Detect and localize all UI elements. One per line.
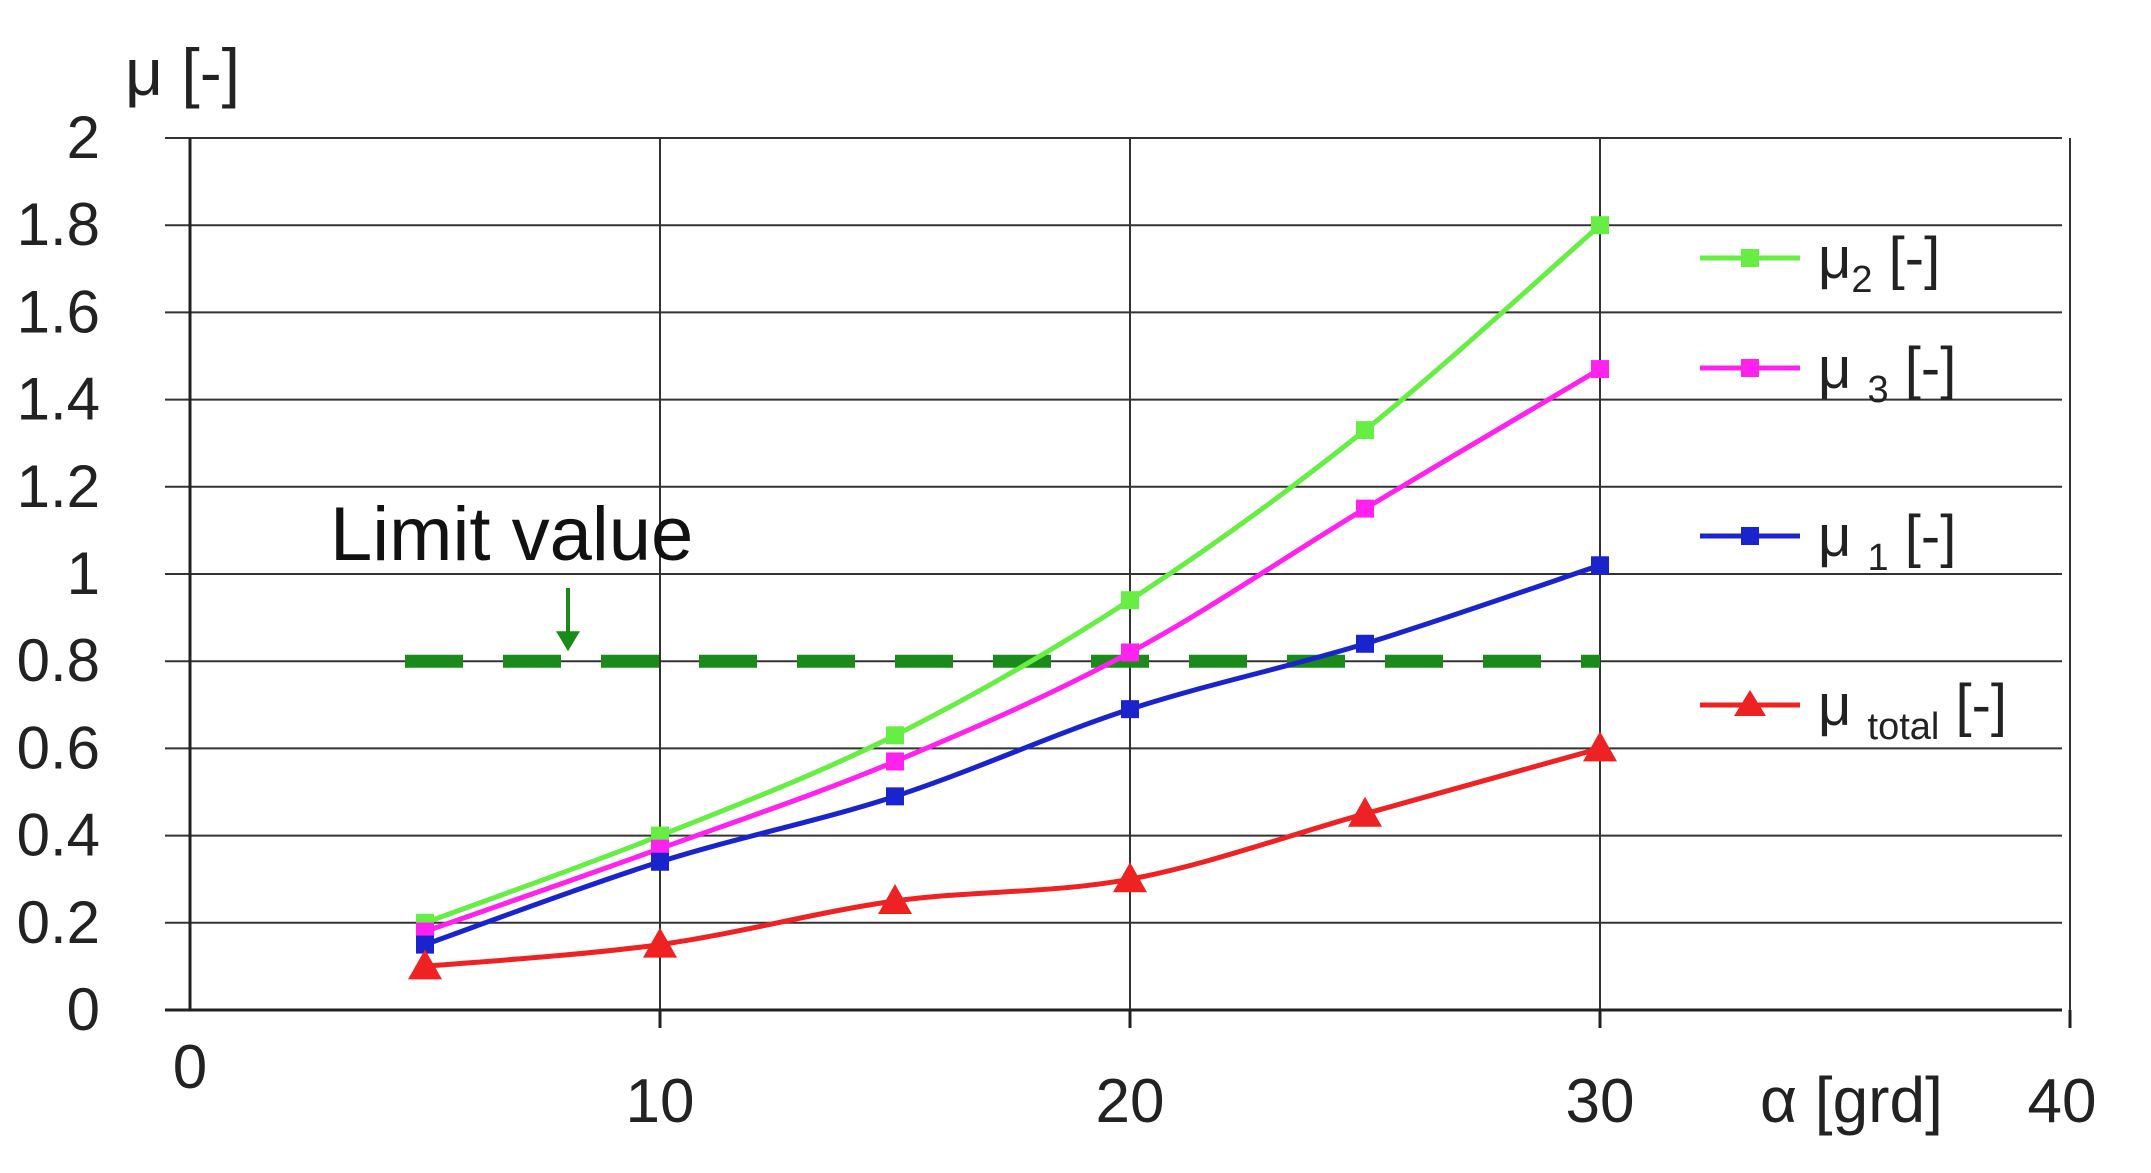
y-axis-label: μ [-] <box>125 35 240 109</box>
data-point <box>1356 421 1374 440</box>
y-tick-label: 1 <box>67 540 100 607</box>
y-tick-label: 0.4 <box>17 802 100 869</box>
y-tick-label: 0.2 <box>17 889 100 956</box>
y-tick-label: 1.2 <box>17 453 100 520</box>
data-point <box>651 852 669 871</box>
y-tick-label: 0.6 <box>17 714 100 781</box>
data-point <box>1121 591 1139 610</box>
y-tick-label: 1.8 <box>17 191 100 258</box>
legend-item: μ 1 [-] <box>1700 504 1956 579</box>
data-point <box>1121 700 1139 719</box>
data-point <box>1113 862 1147 893</box>
data-point <box>1356 499 1374 518</box>
x-tick-label: 40 <box>2028 1067 2097 1136</box>
x-tick-label: 20 <box>1096 1067 1165 1136</box>
data-point <box>1121 643 1139 662</box>
x-axis-label: α [grd] <box>1760 1064 1943 1136</box>
y-tick-label: 1.4 <box>17 366 100 433</box>
y-tick-label: 0.8 <box>17 627 100 694</box>
legend-marker <box>1734 690 1766 716</box>
data-point <box>878 884 912 914</box>
legend-item: μ 3 [-] <box>1700 336 1956 411</box>
data-point <box>1348 796 1382 827</box>
x-tick-label: 10 <box>626 1067 695 1136</box>
legend-marker <box>1741 359 1759 377</box>
legend-item: μ total [-] <box>1700 673 2007 748</box>
data-point <box>1591 216 1609 235</box>
data-point <box>1583 731 1617 762</box>
legend: μ2 [-] μ 3 [-] μ 1 [-] μ total [-] <box>1700 226 2007 748</box>
legend-label: μ 1 [-] <box>1818 504 1956 579</box>
data-point <box>643 927 677 958</box>
limit-arrow-head <box>556 631 580 652</box>
data-point <box>1591 360 1609 379</box>
series-line-3 <box>424 745 1601 969</box>
data-point <box>886 752 904 771</box>
legend-label: μ2 [-] <box>1818 226 1940 301</box>
data-point <box>1356 634 1374 653</box>
y-tick-label: 2 <box>67 104 100 171</box>
x-tick-label: 30 <box>1566 1067 1635 1136</box>
legend-label: μ 3 [-] <box>1818 336 1956 411</box>
series-line-2 <box>424 562 1601 947</box>
y-tick-label: 1.6 <box>17 278 100 345</box>
data-point <box>416 935 434 954</box>
legend-label: μ total [-] <box>1818 673 2007 748</box>
series-group <box>408 216 1617 980</box>
y-tick-label: 0 <box>67 976 100 1043</box>
data-point <box>408 949 442 980</box>
legend-marker <box>1741 527 1759 545</box>
axes <box>165 138 2072 1028</box>
series-line-1 <box>424 366 1602 934</box>
data-point <box>1591 556 1609 575</box>
data-point <box>886 726 904 745</box>
series-line-0 <box>424 223 1602 926</box>
data-point <box>886 787 904 806</box>
tick-labels: 00.20.40.60.811.21.41.61.820 10 20 30 40 <box>17 104 2097 1136</box>
x-tick-label: 0 <box>173 1033 207 1102</box>
limit-value-label: Limit value <box>330 492 693 577</box>
legend-item: μ2 [-] <box>1700 226 1940 301</box>
legend-marker <box>1741 249 1759 267</box>
limit-line-group <box>405 588 1600 668</box>
